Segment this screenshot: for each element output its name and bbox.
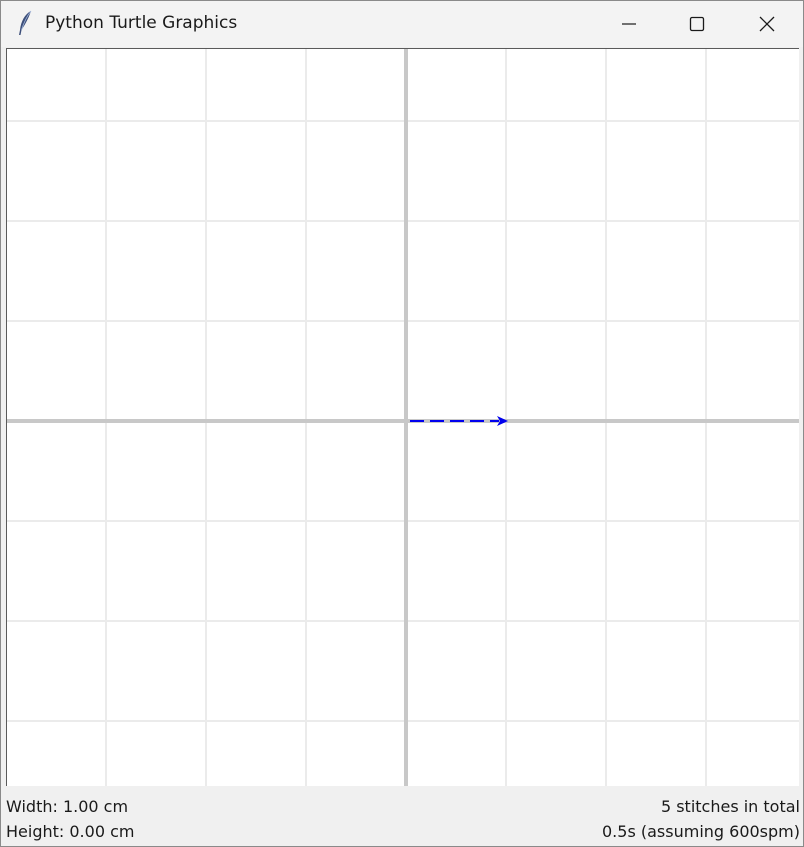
maximize-icon xyxy=(689,16,705,32)
maximize-button[interactable] xyxy=(663,1,731,47)
turtle-arrow-icon xyxy=(497,416,508,426)
height-readout: Height: 0.00 cm xyxy=(6,822,135,841)
minimize-icon xyxy=(622,23,636,25)
minimize-button[interactable] xyxy=(595,1,663,47)
width-readout: Width: 1.00 cm xyxy=(6,797,129,816)
status-bar: Width: 1.00 cm Height: 0.00 cm 5 stitche… xyxy=(1,787,803,846)
close-icon xyxy=(759,16,775,32)
feather-icon xyxy=(19,10,32,35)
window-title: Python Turtle Graphics xyxy=(45,13,238,33)
turtle-canvas[interactable] xyxy=(6,48,799,786)
canvas-drawing xyxy=(7,49,799,786)
time-estimate: 0.5s (assuming 600spm) xyxy=(602,822,800,841)
close-button[interactable] xyxy=(733,1,801,47)
title-bar[interactable]: Python Turtle Graphics xyxy=(1,1,803,47)
grid-lines xyxy=(7,49,799,786)
stitch-count: 5 stitches in total xyxy=(660,797,800,816)
